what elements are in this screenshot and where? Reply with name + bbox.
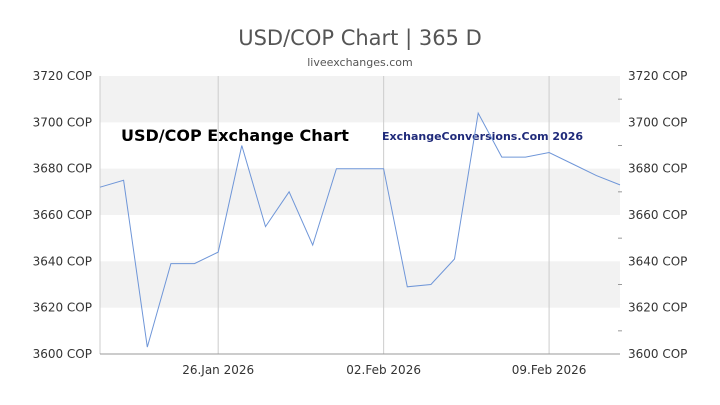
x-tick-label: 09.Feb 2026 [512, 363, 587, 377]
y-tick-label-right: 3720 COP [628, 69, 687, 83]
y-tick-label-right: 3700 COP [628, 115, 687, 129]
series-line [99, 111, 621, 348]
chart-subtitle: liveexchanges.com [307, 56, 413, 69]
plot-band [100, 76, 620, 123]
y-tick-label-left: 3680 COP [33, 162, 92, 176]
y-tick-label-left: 3720 COP [33, 69, 92, 83]
series-group [99, 111, 621, 348]
y-tick-label-right: 3640 COP [628, 254, 687, 268]
y-tick-label-left: 3600 COP [33, 347, 92, 361]
y-tick-label-left: 3640 COP [33, 254, 92, 268]
watermark-right: ExchangeConversions.Com 2026 [382, 130, 583, 143]
x-axis-labels: 26.Jan 2026 02.Feb 2026 09.Feb 2026 [182, 363, 586, 377]
chart-title: USD/COP Chart | 365 D [238, 26, 482, 50]
vertical-gridlines [99, 76, 550, 354]
x-tick-label: 02.Feb 2026 [346, 363, 421, 377]
y-tick-label-right: 3680 COP [628, 162, 687, 176]
y-tick-label-right: 3620 COP [628, 301, 687, 315]
y-tick-label-right: 3660 COP [628, 208, 687, 222]
y-tick-label-left: 3620 COP [33, 301, 92, 315]
y-axis-right-ticks [618, 98, 622, 332]
y-tick-label-left: 3700 COP [33, 115, 92, 129]
watermark-left: USD/COP Exchange Chart [121, 126, 349, 145]
x-tick-label: 26.Jan 2026 [182, 363, 254, 377]
y-axis-right-labels: 3720 COP 3700 COP 3680 COP 3660 COP 3640 COP… [628, 69, 687, 361]
plot-bands [100, 76, 620, 308]
y-axis-left-labels: 3720 COP 3700 COP 3680 COP 3660 COP 3640 COP… [33, 69, 92, 361]
y-tick-label-right: 3600 COP [628, 347, 687, 361]
plot-band [100, 168, 620, 215]
plot-band [100, 261, 620, 308]
y-tick-label-left: 3660 COP [33, 208, 92, 222]
